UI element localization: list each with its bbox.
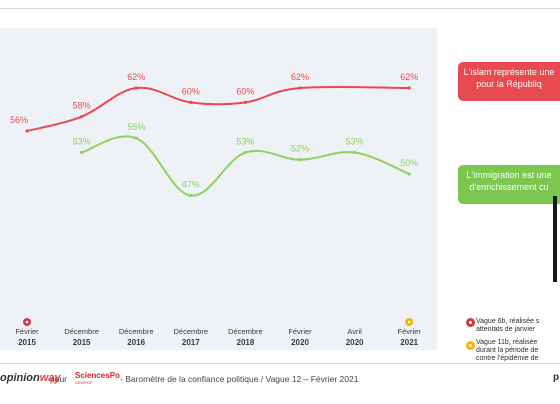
islam-annotation-line2: pour la Républiq [476, 79, 542, 89]
immigration-data-label: 50% [400, 158, 418, 168]
islam-data-label: 60% [182, 86, 200, 96]
immigration-point [189, 193, 193, 198]
immigration-point [353, 150, 357, 155]
footer-rule [0, 363, 560, 364]
immigration-point [298, 158, 302, 162]
note-vague-11b-line2: durant la période de [476, 347, 539, 354]
x-tick-year: 2021 [400, 338, 418, 347]
islam-data-label: 62% [291, 72, 309, 82]
sciencespo-logo-text: SciencesPo [75, 371, 120, 380]
immigration-data-label: 55% [127, 122, 145, 132]
opinionway-logo-way: way [39, 372, 61, 384]
top-rule [0, 8, 560, 9]
immigration-annotation-line2: d'enrichissement cu [469, 182, 549, 192]
x-tick-year: 2015 [73, 338, 91, 347]
page-number: p [553, 372, 560, 383]
note-vague-11b: Vague 11b, réalisée durant la période de… [476, 339, 538, 363]
note-vague-6b-line2: attentats de janvier [476, 326, 536, 333]
x-tick-month: Décembre [173, 327, 208, 336]
x-tick-year: 2015 [18, 338, 36, 347]
epidemie-pin-icon [466, 341, 475, 350]
islam-data-label: 56% [10, 115, 28, 125]
islam-annotation-line1: L'islam représente une [463, 67, 555, 77]
sciencespo-logo-sub: CEVIPOF [75, 380, 93, 385]
note-vague-11b-line3: contre l'épidémie de [476, 355, 539, 362]
x-tick-month: Décembre [119, 327, 154, 336]
note-vague-6b: Vague 6b, réalisée s attentats de janvie… [476, 318, 539, 334]
immigration-point [407, 172, 411, 176]
islam-point [189, 100, 193, 104]
immigration-annotation-line1: L'immigration est une [466, 170, 552, 180]
islam-data-label: 62% [400, 72, 418, 82]
opinionway-logo: opinionway [0, 372, 61, 384]
islam-annotation-box: L'islam représente une pour la Républiq [458, 62, 560, 101]
immigration-data-label: 53% [346, 137, 364, 147]
x-tick-year: 2016 [127, 338, 145, 347]
x-tick-year: 2018 [237, 338, 255, 347]
islam-point [298, 86, 302, 90]
immigration-point [80, 150, 84, 155]
immigration-data-label: 53% [73, 137, 91, 147]
immigration-data-label: 52% [291, 144, 309, 154]
islam-point [243, 100, 247, 104]
islam-data-label: 58% [73, 101, 91, 111]
chart-panel [0, 28, 437, 350]
islam-point [134, 86, 138, 90]
x-tick-year: 2020 [346, 338, 364, 347]
x-tick-month: Février [398, 327, 422, 336]
islam-data-label: 62% [127, 72, 145, 82]
x-tick-month: Février [288, 327, 312, 336]
x-tick-year: 2020 [291, 338, 309, 347]
x-tick-month: Décembre [64, 327, 99, 336]
edge-bar [553, 196, 557, 282]
islam-point [407, 86, 411, 90]
x-tick-month: Avril [347, 327, 362, 336]
footer-source: - Baromètre de la confiance politique / … [120, 374, 359, 384]
footer-pour: pour [50, 374, 68, 384]
immigration-data-label: 53% [236, 137, 254, 147]
islam-point [80, 115, 84, 119]
attentats-marker-dot [25, 320, 29, 324]
immigration-annotation-box: L'immigration est une d'enrichissement c… [458, 165, 560, 204]
opinionway-logo-opinion: opinion [0, 372, 40, 384]
immigration-point [134, 136, 138, 140]
note-vague-11b-line1: Vague 11b, réalisée [476, 339, 538, 346]
x-tick-year: 2017 [182, 338, 200, 347]
epidemie-marker-dot [407, 320, 411, 324]
x-tick-month: Décembre [228, 327, 263, 336]
islam-point [25, 129, 29, 133]
immigration-point [243, 150, 247, 155]
islam-data-label: 60% [236, 86, 254, 96]
immigration-data-label: 47% [182, 180, 200, 190]
sciencespo-logo: SciencesPo CEVIPOF [75, 371, 120, 386]
attentats-pin-icon [466, 318, 475, 327]
x-tick-month: Février [15, 327, 39, 336]
note-vague-6b-line1: Vague 6b, réalisée s [476, 318, 540, 325]
